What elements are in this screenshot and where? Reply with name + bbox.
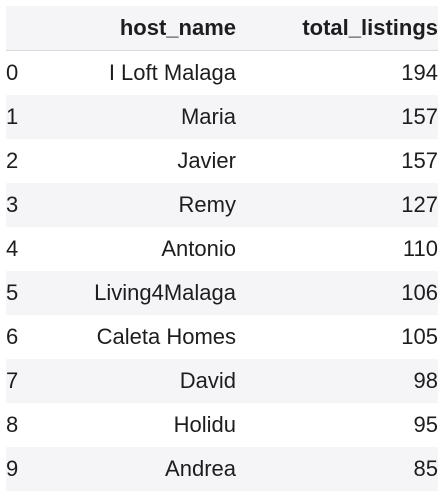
total-listings-cell: 85 — [236, 447, 438, 491]
total-listings-cell: 110 — [236, 227, 438, 271]
host-name-cell: Holidu — [56, 403, 236, 447]
row-index: 2 — [6, 139, 56, 183]
host-name-cell: Andrea — [56, 447, 236, 491]
host-name-cell: Javier — [56, 139, 236, 183]
row-index: 7 — [6, 359, 56, 403]
table-row: 9 Andrea 85 — [6, 447, 438, 491]
total-listings-cell: 105 — [236, 315, 438, 359]
host-name-cell: David — [56, 359, 236, 403]
row-index: 3 — [6, 183, 56, 227]
host-name-cell: Remy — [56, 183, 236, 227]
total-listings-cell: 95 — [236, 403, 438, 447]
host-name-cell: Maria — [56, 95, 236, 139]
column-header-host-name: host_name — [56, 6, 236, 51]
table-row: 6 Caleta Homes 105 — [6, 315, 438, 359]
table-row: 4 Antonio 110 — [6, 227, 438, 271]
row-index: 6 — [6, 315, 56, 359]
host-name-cell: I Loft Malaga — [56, 51, 236, 96]
table-row: 0 I Loft Malaga 194 — [6, 51, 438, 96]
table-row: 5 Living4Malaga 106 — [6, 271, 438, 315]
column-header-total-listings: total_listings — [236, 6, 438, 51]
row-index: 1 — [6, 95, 56, 139]
dataframe-table: host_name total_listings 0 I Loft Malaga… — [6, 6, 438, 491]
row-index: 9 — [6, 447, 56, 491]
host-name-cell: Antonio — [56, 227, 236, 271]
total-listings-cell: 106 — [236, 271, 438, 315]
index-header — [6, 6, 56, 51]
total-listings-cell: 127 — [236, 183, 438, 227]
row-index: 5 — [6, 271, 56, 315]
row-index: 4 — [6, 227, 56, 271]
header-row: host_name total_listings — [6, 6, 438, 51]
table-row: 3 Remy 127 — [6, 183, 438, 227]
total-listings-cell: 157 — [236, 139, 438, 183]
row-index: 0 — [6, 51, 56, 96]
host-name-cell: Caleta Homes — [56, 315, 236, 359]
row-index: 8 — [6, 403, 56, 447]
table-row: 2 Javier 157 — [6, 139, 438, 183]
table-row: 8 Holidu 95 — [6, 403, 438, 447]
table-row: 1 Maria 157 — [6, 95, 438, 139]
total-listings-cell: 157 — [236, 95, 438, 139]
host-name-cell: Living4Malaga — [56, 271, 236, 315]
total-listings-cell: 194 — [236, 51, 438, 96]
table-row: 7 David 98 — [6, 359, 438, 403]
total-listings-cell: 98 — [236, 359, 438, 403]
